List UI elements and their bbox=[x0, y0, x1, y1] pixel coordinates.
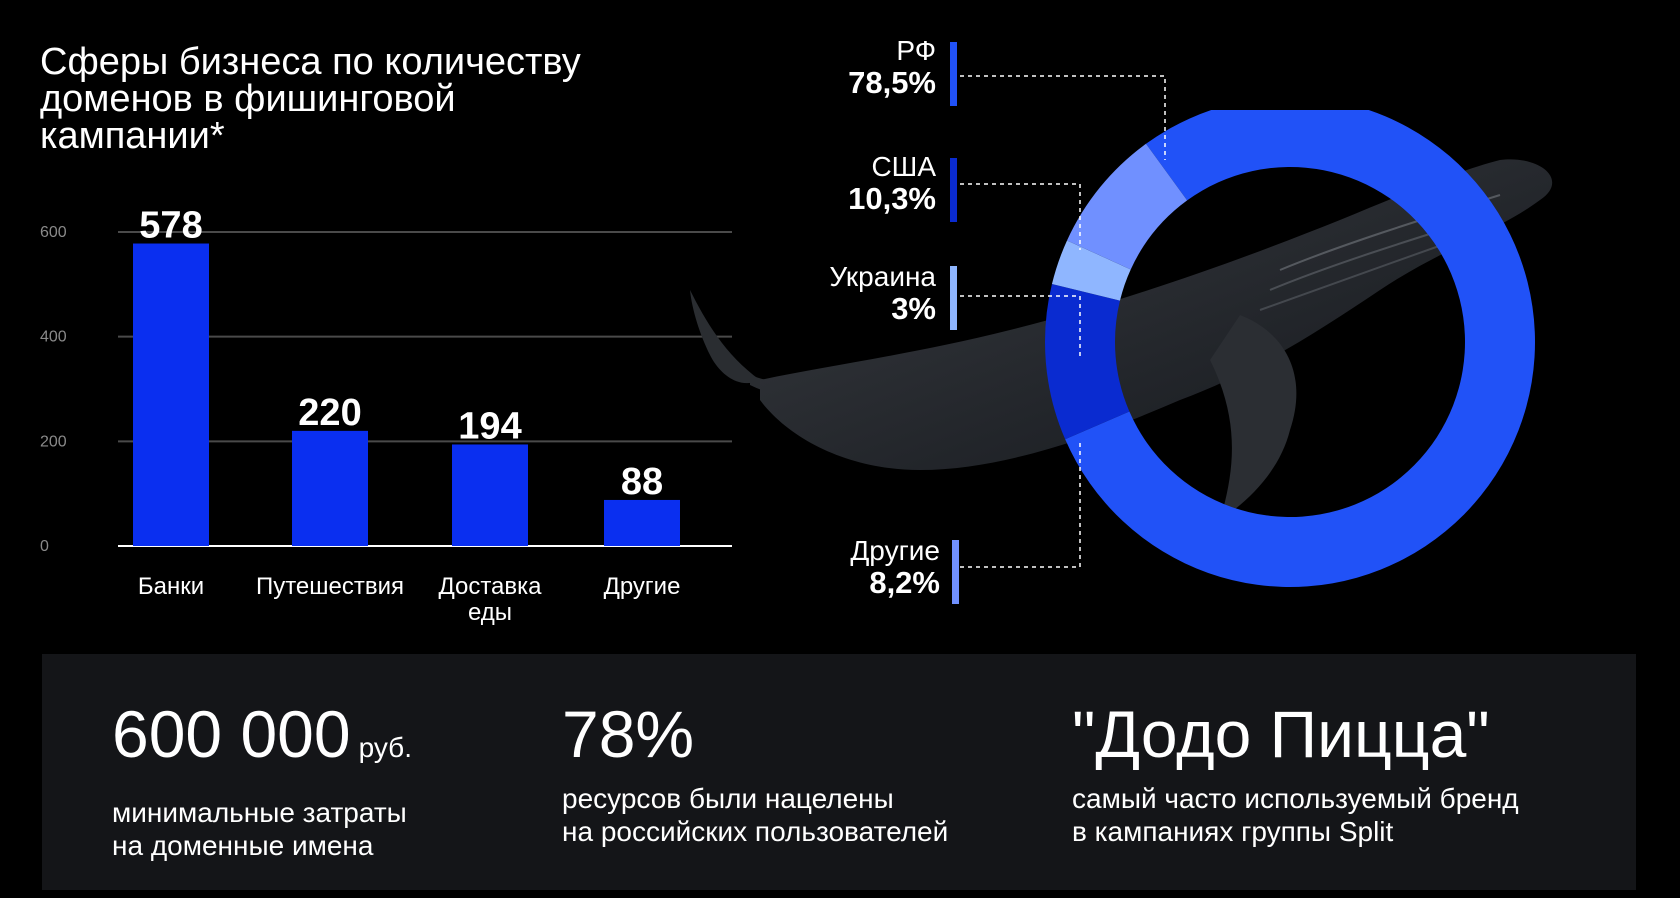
bar-chart: 0 200 400 600 578 Банки 220 Путешествия 194 Доста… bbox=[40, 205, 732, 626]
y-tick-label: 400 bbox=[40, 329, 67, 346]
legend-item-rf: РФ 78,5% bbox=[800, 36, 936, 100]
stat-share-desc: ресурсов были нацелены на российских пол… bbox=[562, 783, 949, 847]
donut-slice bbox=[1067, 143, 1188, 270]
legend-value: 78,5% bbox=[848, 65, 936, 100]
y-tick-label: 200 bbox=[40, 433, 67, 450]
stat-share: 78% ресурсов были нацелены на российских… bbox=[562, 694, 948, 848]
donut-chart bbox=[1045, 110, 1535, 587]
stats-panel: 600 000 руб. минимальные затраты на домен… bbox=[42, 654, 1636, 890]
x-tick-label: Другие bbox=[604, 573, 681, 600]
x-tick-label: Путешествия bbox=[256, 573, 404, 600]
legend-swatch-other bbox=[952, 540, 959, 604]
stat-cost-unit: руб. bbox=[358, 732, 412, 763]
stat-cost-desc: минимальные затраты на доменные имена bbox=[112, 797, 407, 861]
legend-item-ukraine: Украина 3% bbox=[780, 262, 936, 326]
y-tick-label: 0 bbox=[40, 538, 49, 555]
donut-slice bbox=[1065, 110, 1535, 587]
bar-data-label: 578 bbox=[139, 205, 202, 247]
bar bbox=[452, 444, 528, 546]
legend-label: США bbox=[871, 151, 936, 182]
legend-item-other: Другие 8,2% bbox=[800, 536, 940, 600]
x-tick-label: Банки bbox=[138, 573, 204, 600]
x-tick-label: Доставка bbox=[438, 573, 542, 600]
bar bbox=[292, 430, 368, 546]
legend-swatch-usa bbox=[950, 158, 957, 222]
stat-cost-value: 600 000 bbox=[112, 697, 351, 771]
stat-cost-value-wrap: 600 000 руб. bbox=[112, 694, 412, 788]
legend-swatch-rf bbox=[950, 42, 957, 106]
bar-data-label: 88 bbox=[621, 461, 663, 503]
stat-share-value: 78% bbox=[562, 697, 695, 771]
stat-brand-value: "Додо Пицца" bbox=[1072, 697, 1490, 771]
stat-cost: 600 000 руб. минимальные затраты на домен… bbox=[112, 694, 412, 862]
donut-slice bbox=[1045, 284, 1130, 440]
legend-item-usa: США 10,3% bbox=[800, 152, 936, 216]
legend-value: 3% bbox=[891, 291, 936, 326]
chart-title: Сферы бизнеса по количеству доменов в фи… bbox=[40, 41, 581, 157]
stat-brand-desc: самый часто используемый бренд в кампани… bbox=[1072, 783, 1519, 847]
legend-label: Другие bbox=[850, 535, 940, 566]
donut-slice bbox=[1051, 240, 1131, 301]
leader-lines bbox=[960, 75, 1166, 568]
bar-data-label: 194 bbox=[458, 405, 521, 447]
legend-swatch-ukraine bbox=[950, 266, 957, 330]
bar bbox=[604, 499, 680, 546]
legend-label: Украина bbox=[829, 261, 936, 292]
legend-label: РФ bbox=[896, 35, 936, 66]
legend-value: 10,3% bbox=[848, 181, 936, 216]
y-tick-label: 600 bbox=[40, 224, 67, 241]
bar-data-label: 220 bbox=[298, 392, 361, 434]
x-tick-label: еды bbox=[468, 599, 512, 626]
bar bbox=[133, 243, 209, 546]
legend-value: 8,2% bbox=[869, 565, 940, 600]
stat-brand: "Додо Пицца" самый часто используемый бр… bbox=[1072, 694, 1519, 848]
